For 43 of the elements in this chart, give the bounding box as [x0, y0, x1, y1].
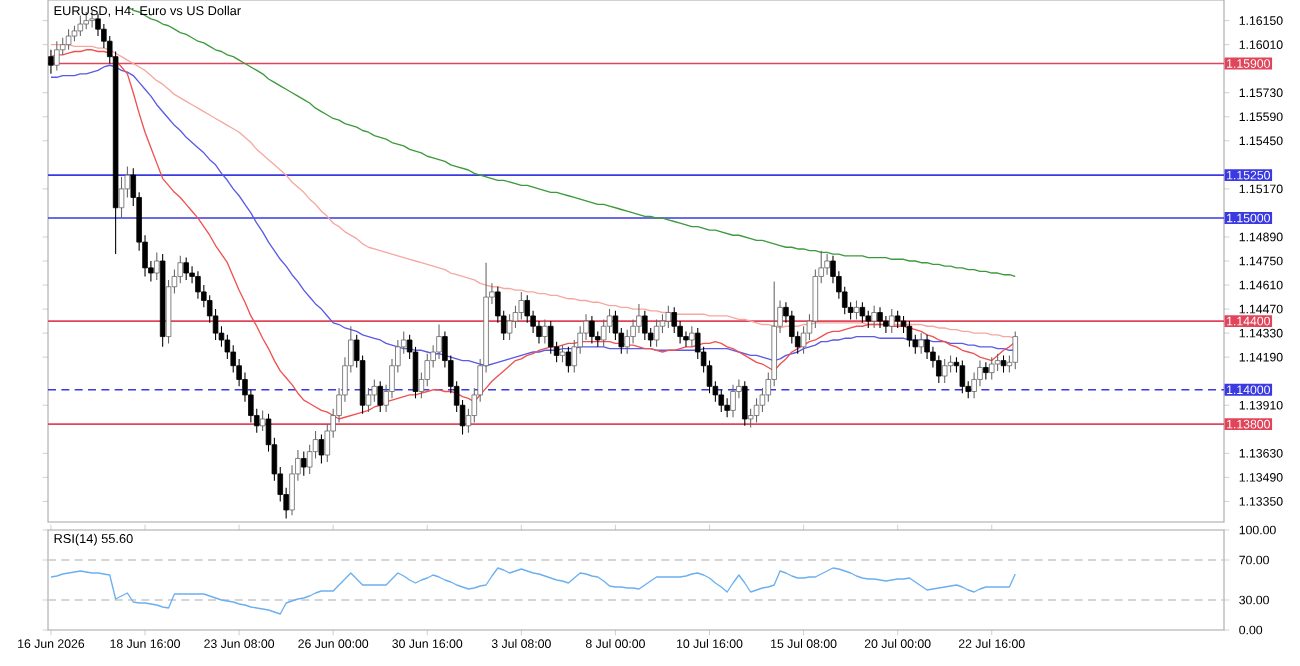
candlestick	[65, 28, 72, 51]
candlestick	[988, 356, 995, 381]
candlestick	[742, 380, 748, 427]
candlestick	[853, 299, 860, 320]
candlestick	[718, 389, 725, 413]
candlestick	[195, 270, 201, 300]
candlestick	[653, 318, 660, 348]
candlestick	[959, 360, 966, 394]
candlestick	[589, 315, 595, 344]
candlestick	[436, 323, 442, 360]
candlestick	[889, 308, 895, 334]
candlestick	[665, 305, 672, 329]
candlestick	[877, 306, 883, 329]
candlestick	[154, 251, 160, 281]
candlestick	[689, 325, 695, 348]
candlestick	[1012, 330, 1019, 370]
candlestick	[301, 451, 307, 477]
candlestick	[318, 433, 325, 465]
candlestick	[542, 318, 548, 344]
candlestick	[936, 354, 942, 384]
candlestick	[859, 301, 866, 324]
candlestick	[642, 310, 648, 341]
candlestick	[924, 334, 930, 360]
candlestick	[730, 384, 736, 418]
candlestick	[259, 409, 266, 432]
candlestick	[824, 253, 830, 276]
candlestick	[518, 291, 525, 320]
candlestick	[871, 305, 877, 329]
candlestick	[547, 320, 554, 355]
candlestick	[941, 358, 948, 384]
candlestick	[183, 257, 189, 281]
candlestick	[365, 387, 372, 413]
candlestick	[48, 49, 54, 75]
candlestick	[883, 315, 889, 334]
candlestick	[565, 346, 572, 374]
candlestick	[918, 332, 924, 355]
candlestick	[54, 40, 60, 71]
candlestick	[77, 14, 84, 37]
candlestick	[983, 361, 989, 381]
candlestick	[377, 380, 383, 413]
candlestick	[906, 320, 913, 348]
candlestick	[724, 397, 730, 418]
candlestick	[506, 313, 513, 341]
